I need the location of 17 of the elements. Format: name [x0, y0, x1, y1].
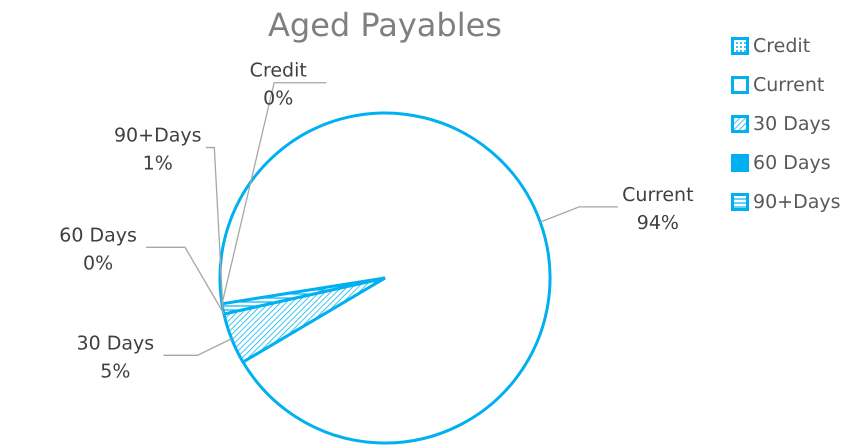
legend-label: 60 Days	[753, 152, 831, 174]
legend-label: Current	[753, 74, 824, 96]
slice-label: 30 Days	[76, 332, 154, 354]
category-label: Credit	[250, 60, 307, 82]
category-label: 60 Days	[59, 224, 137, 246]
data-label: 94%	[636, 212, 679, 234]
text: 0%	[263, 88, 294, 110]
legend-label: 90+Days	[753, 190, 841, 212]
legend-label: 30 Days	[753, 112, 831, 134]
pie-slice	[222, 276, 386, 364]
data-label: 1%	[142, 152, 173, 175]
text: 0%	[83, 252, 114, 274]
slice-label: 90+Days	[114, 124, 202, 147]
legend-label: Credit	[753, 34, 810, 56]
chart-title: Aged Payables	[268, 6, 502, 44]
data-label: 5%	[100, 360, 130, 382]
slice-label: Current	[622, 184, 694, 206]
